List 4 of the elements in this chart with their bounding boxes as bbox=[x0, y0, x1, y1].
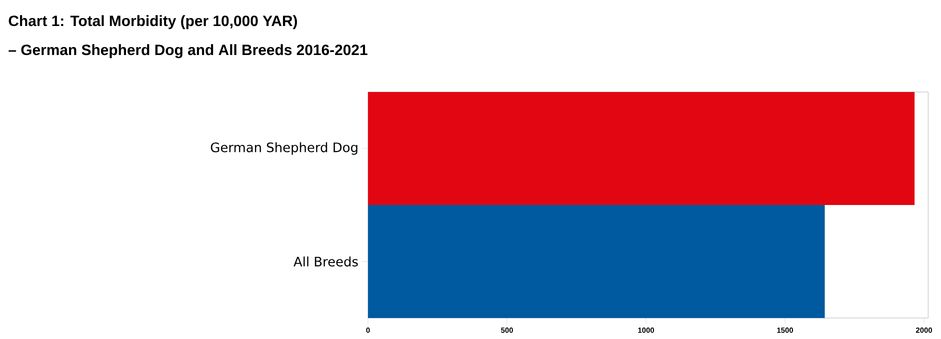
y-tick-label: All Breeds bbox=[294, 256, 358, 267]
text: Chart 1: Total Morbidity (per 10,000 YAR) bbox=[8, 15, 297, 30]
text: – German Shepherd Dog and All Breeds 2016-2021 bbox=[8, 44, 368, 58]
y-tick-label: German Shepherd Dog bbox=[210, 142, 358, 155]
